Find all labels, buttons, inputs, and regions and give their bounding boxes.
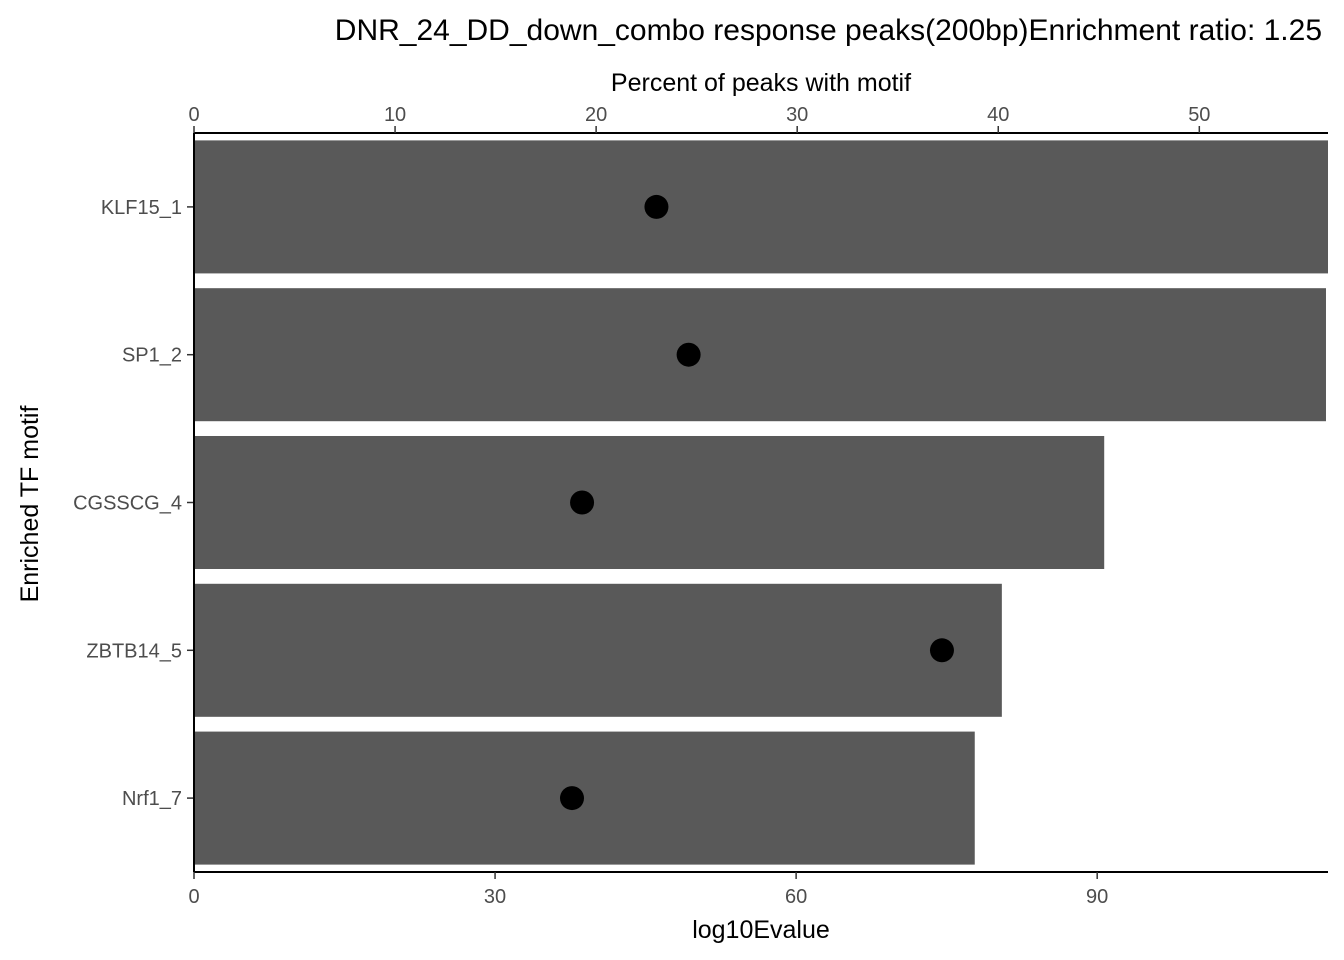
x2-tick-label: 40 xyxy=(987,104,1009,126)
chart-title: DNR_24_DD_down_combo response peaks(200b… xyxy=(335,14,1322,47)
bar xyxy=(194,731,975,865)
y-axis-title: Enriched TF motif xyxy=(16,406,44,603)
point xyxy=(644,194,669,219)
point xyxy=(676,342,701,367)
y-tick-label: CGSSCG_4 xyxy=(73,493,182,515)
y-tick-label: Nrf1_7 xyxy=(122,788,182,810)
x2-tick-label: 10 xyxy=(384,104,406,126)
x2-axis-title: Percent of peaks with motif xyxy=(611,69,911,97)
point xyxy=(929,638,954,663)
x-axis-title: log10Evalue xyxy=(692,916,830,944)
bars-layer xyxy=(194,140,1328,865)
bar xyxy=(194,288,1326,422)
x-tick-label: 30 xyxy=(484,886,506,908)
x2-tick-label: 0 xyxy=(188,104,199,126)
x2-tick-label: 30 xyxy=(786,104,808,126)
x2-tick-label: 20 xyxy=(585,104,607,126)
point xyxy=(560,786,584,811)
points-layer xyxy=(560,194,954,811)
x-tick-label: 0 xyxy=(188,886,199,908)
bar xyxy=(194,583,1002,717)
y-tick-label: SP1_2 xyxy=(122,345,182,367)
point xyxy=(570,490,595,515)
y-tick-label: ZBTB14_5 xyxy=(86,640,182,662)
x-tick-label: 60 xyxy=(785,886,807,908)
axes-layer: KLF15_1 SP1_2 CGSSCG_4 ZBTB14_5 Nrf1_7 0 30 60 9… xyxy=(73,104,1328,908)
x-tick-label: 90 xyxy=(1086,886,1108,908)
bar xyxy=(194,435,1105,570)
y-tick-label: KLF15_1 xyxy=(101,197,182,219)
bar xyxy=(194,140,1328,274)
x2-tick-label: 50 xyxy=(1188,104,1210,126)
